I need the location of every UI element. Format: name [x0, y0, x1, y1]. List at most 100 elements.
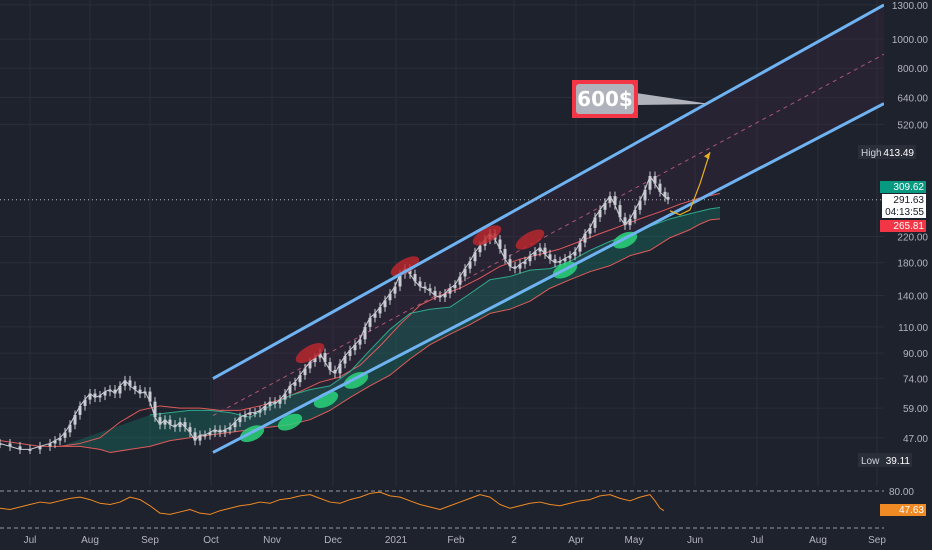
- time-tick-label: May: [625, 535, 644, 546]
- price-tick-label: 59.00: [903, 404, 928, 415]
- price-candle-body: [623, 217, 627, 226]
- rsi-last-value: 47.63: [899, 505, 924, 516]
- price-candle-body: [628, 218, 632, 226]
- high-tag-label: High: [861, 148, 882, 159]
- price-candle-body: [268, 401, 272, 406]
- price-candle-body: [618, 205, 622, 218]
- price-candle-body: [433, 290, 437, 296]
- price-candle-body: [263, 405, 267, 411]
- price-candle-body: [313, 357, 317, 363]
- price-tag-current: 291.63: [893, 195, 924, 206]
- price-candle-body: [353, 344, 357, 351]
- price-candle-body: [153, 401, 157, 418]
- rsi-pane: [0, 486, 884, 528]
- price-candle-body: [128, 380, 132, 386]
- price-tick-label: 140.00: [897, 291, 928, 302]
- price-candle-body: [503, 248, 507, 260]
- price-candle-body: [163, 419, 167, 425]
- price-candle-body: [523, 261, 527, 265]
- price-tick-label: 520.00: [897, 120, 928, 131]
- price-candle-body: [513, 266, 517, 269]
- price-candle-body: [398, 274, 402, 287]
- price-candle-body: [38, 446, 42, 450]
- time-tick-label: Feb: [447, 535, 465, 546]
- price-candle-body: [478, 245, 482, 253]
- time-tick-label: Dec: [324, 535, 342, 546]
- price-tag-bg: [882, 194, 926, 218]
- low-tag-bg: [858, 453, 912, 467]
- time-tick-label: Sep: [868, 535, 886, 546]
- resistance-marker: [390, 256, 420, 277]
- time-tick-label: Jul: [24, 535, 37, 546]
- price-tick-label: 47.00: [903, 434, 928, 445]
- price-candle-body: [293, 382, 297, 386]
- price-candle-body: [533, 251, 537, 256]
- price-candle-body: [473, 252, 477, 262]
- price-candle-body: [548, 254, 552, 260]
- price-tick-label: 74.00: [903, 375, 928, 386]
- price-candle-body: [0, 443, 2, 445]
- time-tick-label: 2: [511, 535, 517, 546]
- price-candle-body: [218, 429, 222, 433]
- price-candle-body: [228, 427, 232, 430]
- low-tag-value: 39.11: [886, 456, 911, 467]
- price-candle-body: [298, 375, 302, 383]
- price-tick-label: 90.00: [903, 349, 928, 360]
- price-candle-body: [118, 385, 122, 394]
- price-candle-body: [73, 414, 77, 425]
- rsi-tick-label: 80.00: [889, 487, 914, 498]
- price-candle-body: [253, 412, 257, 415]
- low-tag-label: Low: [861, 456, 880, 467]
- price-candle-body: [553, 259, 557, 263]
- price-candle-body: [443, 293, 447, 298]
- price-candle-body: [338, 363, 342, 374]
- price-candle-body: [563, 258, 567, 262]
- high-tag-bg: [858, 145, 916, 159]
- price-target-label: 600$: [576, 84, 634, 114]
- price-candle-body: [133, 385, 137, 390]
- rsi-tag-bg: [880, 504, 926, 516]
- price-tick-label: 110.00: [898, 323, 928, 334]
- price-candle-body: [243, 414, 247, 418]
- price-candle-body: [88, 393, 92, 400]
- projection-arrowhead: [704, 152, 710, 160]
- price-candle-body: [378, 307, 382, 314]
- price-candle-body: [658, 183, 662, 192]
- channel-midline: [212, 53, 885, 416]
- price-candle-body: [193, 432, 197, 441]
- time-scale: [0, 530, 932, 550]
- price-tick-label: 1000.00: [892, 35, 929, 46]
- price-tag-bg: [880, 220, 926, 232]
- price-candle-body: [233, 422, 237, 428]
- price-target-callout: 600$: [572, 80, 638, 118]
- time-tick-label: Apr: [568, 535, 584, 546]
- price-candle-body: [173, 424, 177, 428]
- price-candle-body: [538, 247, 542, 252]
- price-candle-body: [468, 261, 472, 269]
- price-candle-body: [608, 196, 612, 203]
- price-candle-body: [463, 268, 467, 277]
- price-candle-body: [63, 432, 67, 438]
- price-tick-label: 640.00: [897, 93, 928, 104]
- price-candle-body: [508, 259, 512, 267]
- high-tag-value: 413.49: [883, 148, 914, 159]
- price-candle-body: [58, 437, 62, 441]
- price-candle-body: [613, 196, 617, 206]
- price-candle-body: [358, 339, 362, 345]
- price-candle-body: [588, 227, 592, 234]
- price-tick-label: 180.00: [897, 259, 928, 270]
- price-candle-body: [593, 217, 597, 228]
- price-tick-label: 220.00: [897, 233, 928, 244]
- price-tag-lower: 265.81: [893, 221, 924, 232]
- price-candle-body: [373, 313, 377, 318]
- support-marker: [277, 413, 303, 431]
- price-candle-body: [288, 385, 292, 394]
- price-line: [0, 175, 669, 450]
- time-tick-label: Aug: [809, 535, 827, 546]
- price-candle-body: [368, 317, 372, 327]
- price-candle-body: [448, 288, 452, 294]
- baseline-line: [0, 193, 721, 447]
- price-tick-label: 800.00: [897, 64, 928, 75]
- time-tick-label: Aug: [81, 535, 99, 546]
